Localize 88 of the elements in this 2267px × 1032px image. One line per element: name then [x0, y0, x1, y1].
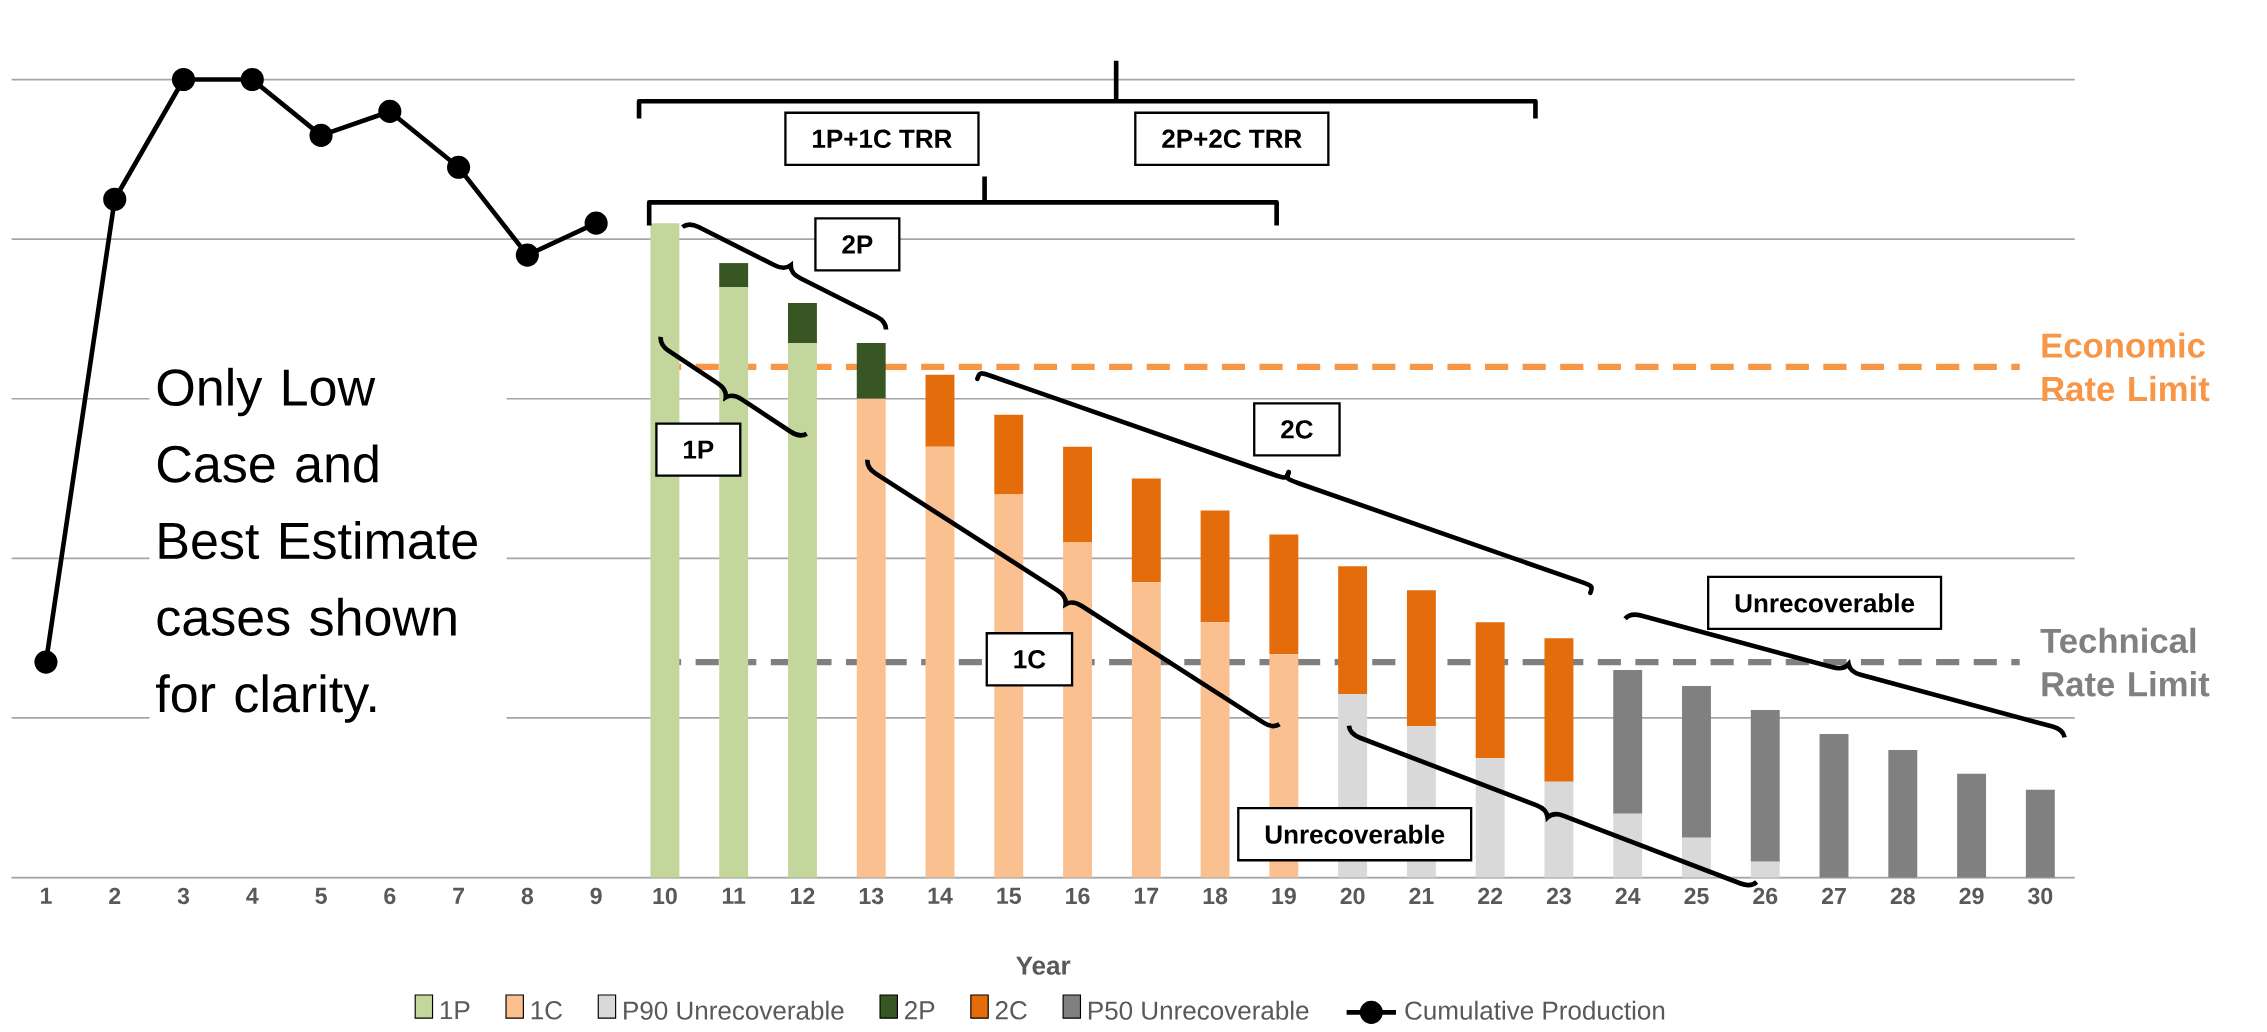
x-tick-label: 20: [1340, 887, 1365, 905]
bar: [1544, 781, 1574, 878]
bar: [1475, 757, 1505, 878]
x-tick-label: 9: [590, 887, 602, 905]
bar: [1957, 773, 1987, 878]
x-tick-label: 2: [109, 887, 121, 904]
point: [103, 187, 127, 211]
x-tick-label: 18: [1203, 887, 1228, 905]
bar: [1613, 813, 1643, 878]
x-tick-label: 24: [1615, 887, 1641, 904]
x-tick-label: 16: [1066, 887, 1090, 905]
bar: [1063, 542, 1092, 878]
annotation: Only Low Case and Best Estimate cases shown for clarity.: [156, 367, 477, 723]
bar: [1750, 861, 1780, 878]
legend-label: 2P: [905, 1000, 935, 1020]
legend-label: 1P: [440, 1001, 470, 1019]
x-tick-label: 19: [1272, 887, 1296, 905]
bar: [1888, 749, 1918, 878]
bar: [1613, 669, 1643, 814]
bar: [719, 262, 749, 287]
bar: [925, 374, 955, 447]
bar: [2025, 789, 2055, 878]
bar: [856, 398, 886, 878]
bar: [787, 302, 817, 343]
bar: [1750, 709, 1780, 862]
point: [378, 99, 402, 123]
bar: [1269, 534, 1299, 654]
legend-label: P50 Unrecoverable: [1088, 1000, 1309, 1020]
point: [171, 67, 196, 91]
x-tick-label: 30: [2028, 887, 2053, 905]
annotation: Unrecoverable: [1265, 824, 1445, 844]
bar: [1682, 685, 1711, 838]
x-tick-label: 8: [521, 887, 534, 905]
annotation: Unrecoverable: [1735, 593, 1915, 613]
x-tick-label: 12: [791, 887, 815, 904]
x-tick-label: 27: [1821, 887, 1846, 904]
ref-line-label: Technical Rate Limit: [2040, 627, 2210, 697]
x-tick-label: 29: [1959, 887, 1984, 905]
x-tick-label: 25: [1684, 887, 1709, 905]
annotation: 1P: [684, 440, 714, 459]
legend-label: Cumulative Production: [1405, 1000, 1665, 1020]
bar: [856, 342, 886, 399]
point: [584, 211, 608, 235]
x-tick-label: 15: [997, 887, 1021, 904]
bar: [1338, 566, 1368, 694]
x-tick-label: 3: [177, 887, 190, 905]
x-tick-label: 7: [453, 887, 464, 904]
point: [309, 123, 333, 147]
point: [515, 243, 539, 267]
legend-label: 2C: [995, 1000, 1027, 1020]
legend-label: P90 Unrecoverable: [624, 1000, 844, 1020]
annotation: 2P: [842, 235, 873, 254]
point: [240, 67, 264, 91]
x-tick-label: 13: [859, 887, 884, 905]
bar: [1475, 622, 1505, 758]
bar: [994, 414, 1024, 495]
x-tick-label: 17: [1134, 887, 1159, 904]
bar: [1200, 622, 1230, 878]
x-tick-label: 6: [384, 887, 396, 905]
annotation: 1C: [1014, 649, 1046, 669]
point: [447, 155, 471, 179]
bar: [1063, 446, 1092, 543]
x-tick-label: 1: [40, 887, 52, 904]
bar: [1819, 733, 1849, 878]
legend-label: 1C: [531, 1000, 563, 1020]
bar: [1131, 582, 1161, 878]
x-tick-label: 11: [722, 887, 746, 904]
x-axis-title: Year: [1016, 956, 1071, 975]
ref-line-label: Economic Rate Limit: [2042, 332, 2210, 402]
x-tick-label: 22: [1478, 887, 1503, 904]
bar: [1131, 478, 1161, 583]
x-tick-label: 26: [1753, 887, 1778, 905]
annotation: 2P+2C TRR: [1162, 129, 1302, 148]
bar: [1406, 590, 1436, 726]
annotation: 2C: [1281, 420, 1313, 439]
point: [34, 650, 58, 674]
annotation: 1P+1C TRR: [813, 129, 952, 148]
x-tick-label: 23: [1546, 887, 1571, 905]
x-tick-label: 21: [1409, 887, 1434, 904]
x-tick-label: 10: [653, 887, 677, 905]
x-tick-label: 28: [1890, 887, 1915, 905]
bar: [925, 446, 955, 878]
bar: [787, 342, 817, 878]
x-tick-label: 14: [928, 887, 953, 904]
bar: [1200, 510, 1230, 623]
x-tick-label: 5: [315, 887, 327, 904]
bar: [1544, 638, 1574, 782]
x-tick-label: 4: [246, 887, 259, 904]
